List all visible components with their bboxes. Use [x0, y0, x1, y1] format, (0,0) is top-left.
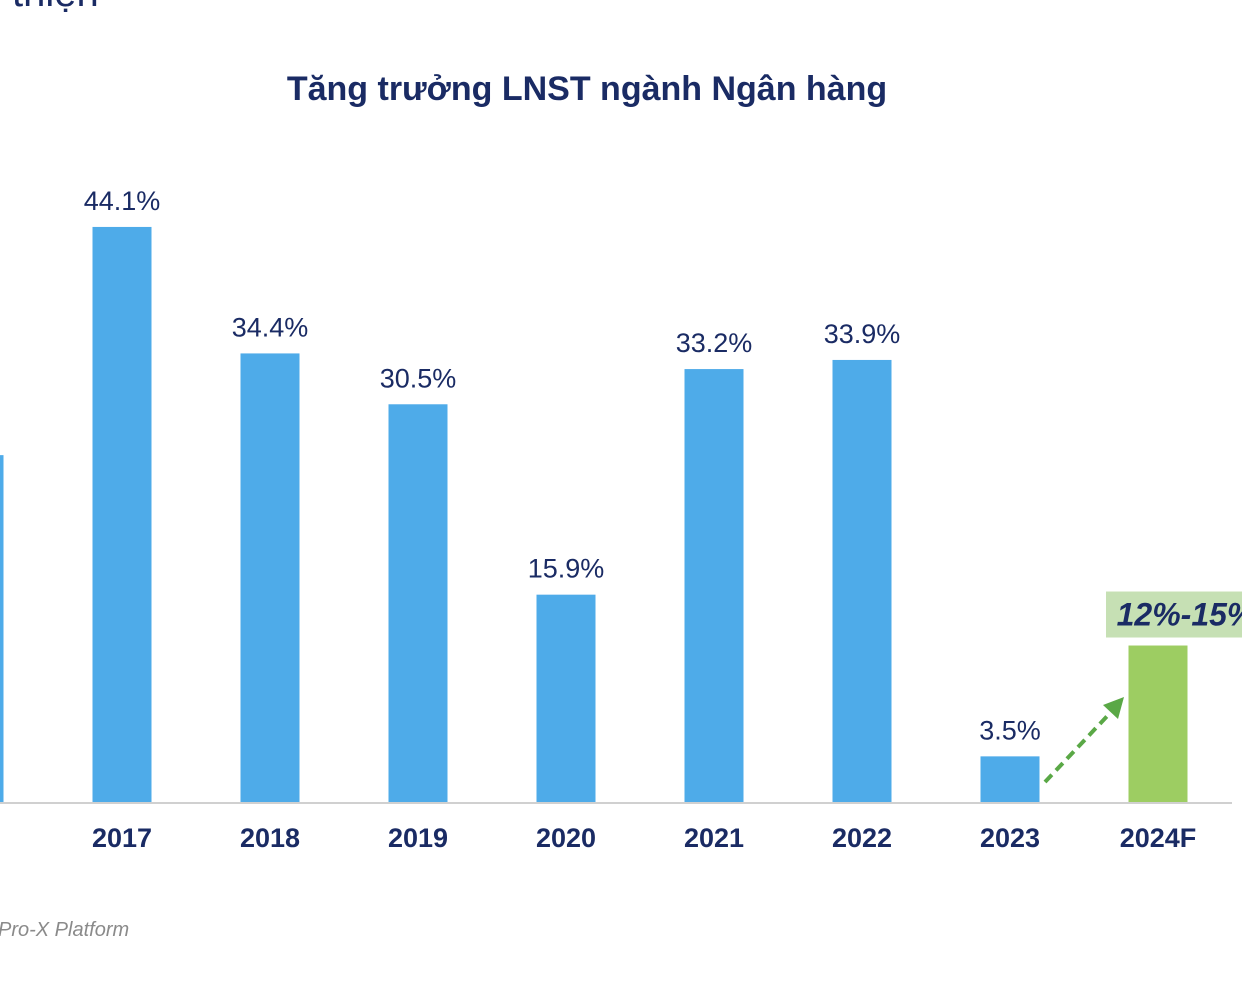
trend-arrow-head	[1103, 697, 1124, 719]
x-tick-label: 2019	[388, 823, 448, 853]
source-note: Pro-X Platform	[0, 919, 129, 941]
bar	[980, 756, 1040, 802]
page-heading: i thiện	[0, 0, 99, 15]
value-label: 3.5%	[979, 715, 1041, 745]
value-label: 30.5%	[380, 363, 457, 393]
trend-arrow	[1043, 709, 1114, 784]
bar	[536, 594, 596, 802]
value-label: 15.9%	[528, 554, 605, 584]
x-tick-label: 2024F	[1120, 823, 1197, 853]
bar	[240, 353, 300, 802]
bar	[1128, 645, 1188, 802]
bar	[832, 359, 892, 802]
value-label: 34.4%	[232, 312, 309, 342]
bar	[684, 369, 744, 802]
x-tick-label: 2017	[92, 823, 152, 853]
value-label: 44.1%	[84, 186, 161, 216]
value-label: 12%-15%	[1117, 597, 1242, 633]
value-label: 33.9%	[824, 319, 901, 349]
value-label: 33.2%	[676, 328, 753, 358]
bar	[388, 404, 448, 802]
chart-title: Tăng trưởng LNST ngành Ngân hàng	[287, 70, 887, 108]
x-tick-label: 2023	[980, 823, 1040, 853]
bar	[0, 455, 4, 802]
value-label-box	[1106, 591, 1242, 638]
x-tick-label: 2020	[536, 823, 596, 853]
x-tick-label: 2018	[240, 823, 300, 853]
x-tick-label: 2021	[684, 823, 744, 853]
bar	[92, 226, 152, 802]
x-tick-label: 2022	[832, 823, 892, 853]
